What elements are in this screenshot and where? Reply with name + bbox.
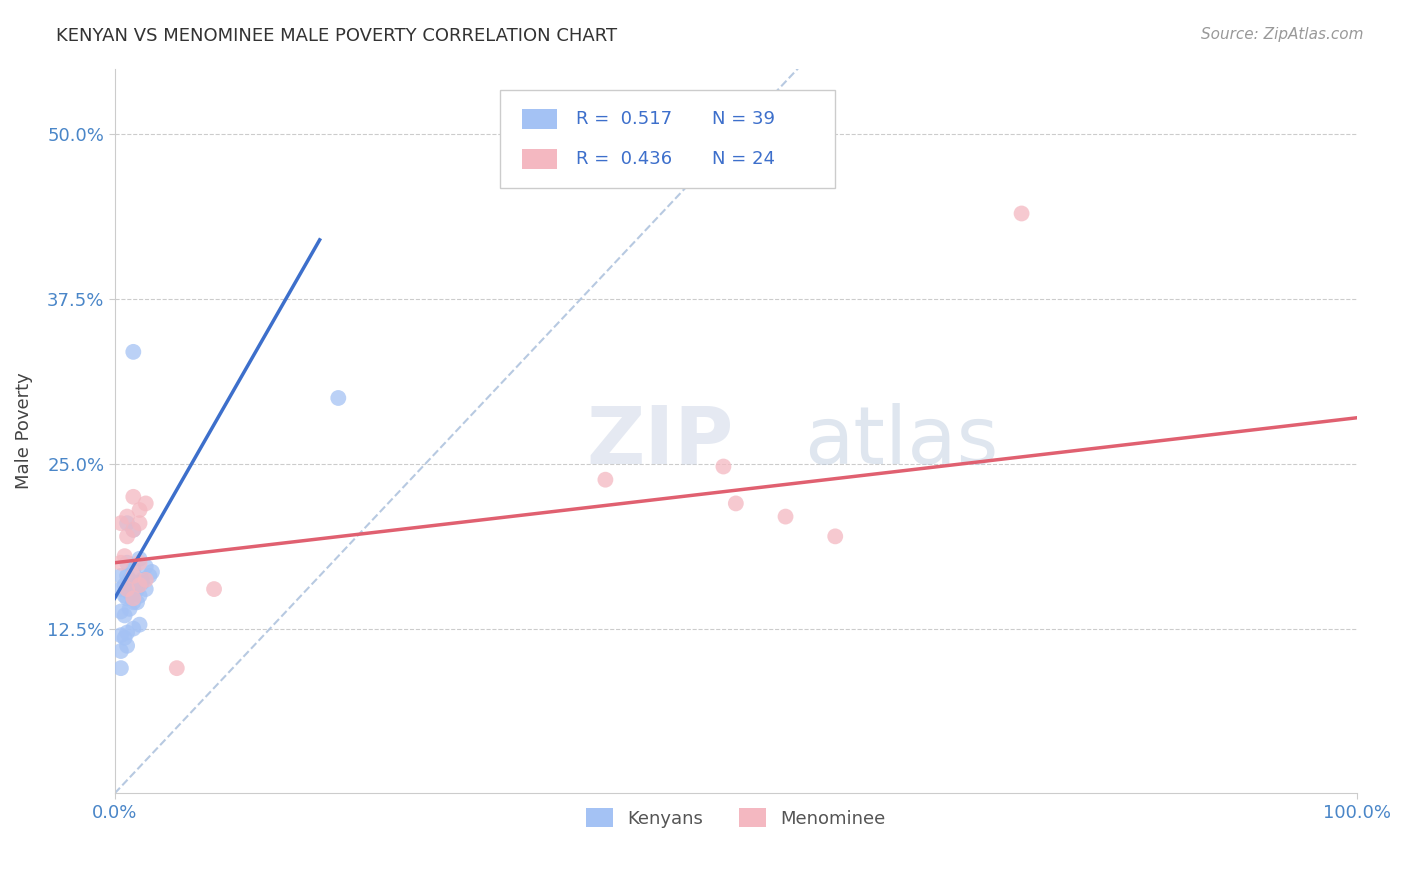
Point [122, 595, 145, 609]
Point [141, 565, 163, 579]
Legend: Kenyans, Menominee: Kenyans, Menominee [578, 801, 893, 835]
Point [122, 523, 145, 537]
Point [110, 569, 132, 583]
Point [128, 516, 150, 531]
Point [118, 586, 141, 600]
Point [824, 529, 846, 543]
Point [122, 591, 145, 606]
Point [115, 591, 138, 606]
Point [125, 582, 148, 596]
Point [114, 608, 136, 623]
FancyBboxPatch shape [499, 90, 835, 188]
Point [115, 625, 138, 640]
Y-axis label: Male Poverty: Male Poverty [15, 373, 32, 490]
Point [115, 569, 138, 583]
Point [128, 578, 150, 592]
Point [122, 622, 145, 636]
Point [128, 556, 150, 570]
Point [110, 556, 132, 570]
Point [110, 644, 132, 658]
Text: atlas: atlas [804, 403, 998, 481]
Point [114, 589, 136, 603]
Point [128, 617, 150, 632]
Point [595, 473, 617, 487]
Text: R =  0.517: R = 0.517 [575, 111, 672, 128]
Point [122, 569, 145, 583]
Point [135, 496, 157, 510]
Point [118, 573, 141, 587]
Point [128, 575, 150, 590]
Text: Source: ZipAtlas.com: Source: ZipAtlas.com [1201, 27, 1364, 42]
Text: N = 39: N = 39 [713, 111, 775, 128]
Point [115, 516, 138, 531]
Point [122, 562, 145, 576]
Point [114, 549, 136, 563]
Point [135, 559, 157, 574]
Point [128, 589, 150, 603]
Point [128, 503, 150, 517]
Point [110, 605, 132, 619]
Point [135, 582, 157, 596]
Point [202, 582, 225, 596]
Point [110, 516, 132, 531]
Point [110, 661, 132, 675]
FancyBboxPatch shape [522, 109, 557, 129]
Text: ZIP: ZIP [586, 403, 734, 481]
Point [724, 496, 747, 510]
Point [138, 569, 160, 583]
Point [115, 582, 138, 596]
Point [122, 578, 145, 592]
Point [115, 556, 138, 570]
Point [135, 573, 157, 587]
Text: N = 24: N = 24 [713, 150, 775, 168]
Point [122, 344, 145, 359]
Point [122, 490, 145, 504]
Point [125, 582, 148, 596]
Point [328, 391, 350, 405]
Point [115, 639, 138, 653]
Point [131, 575, 153, 590]
Point [1011, 206, 1033, 220]
Point [131, 573, 153, 587]
Text: KENYAN VS MENOMINEE MALE POVERTY CORRELATION CHART: KENYAN VS MENOMINEE MALE POVERTY CORRELA… [56, 27, 617, 45]
Point [125, 595, 148, 609]
Point [122, 523, 145, 537]
Point [115, 529, 138, 543]
FancyBboxPatch shape [522, 149, 557, 169]
Point [166, 661, 188, 675]
Point [128, 551, 150, 566]
Point [118, 602, 141, 616]
Text: R =  0.436: R = 0.436 [575, 150, 672, 168]
Point [110, 628, 132, 642]
Point [775, 509, 797, 524]
Point [115, 509, 138, 524]
Point [713, 459, 735, 474]
Point [110, 582, 132, 596]
Point [114, 578, 136, 592]
Point [114, 631, 136, 645]
